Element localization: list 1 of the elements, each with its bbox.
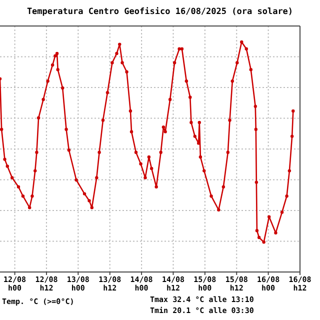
chart-title: Temperatura Centro Geofisico 16/08/2025 (ora solare) [26,7,294,17]
